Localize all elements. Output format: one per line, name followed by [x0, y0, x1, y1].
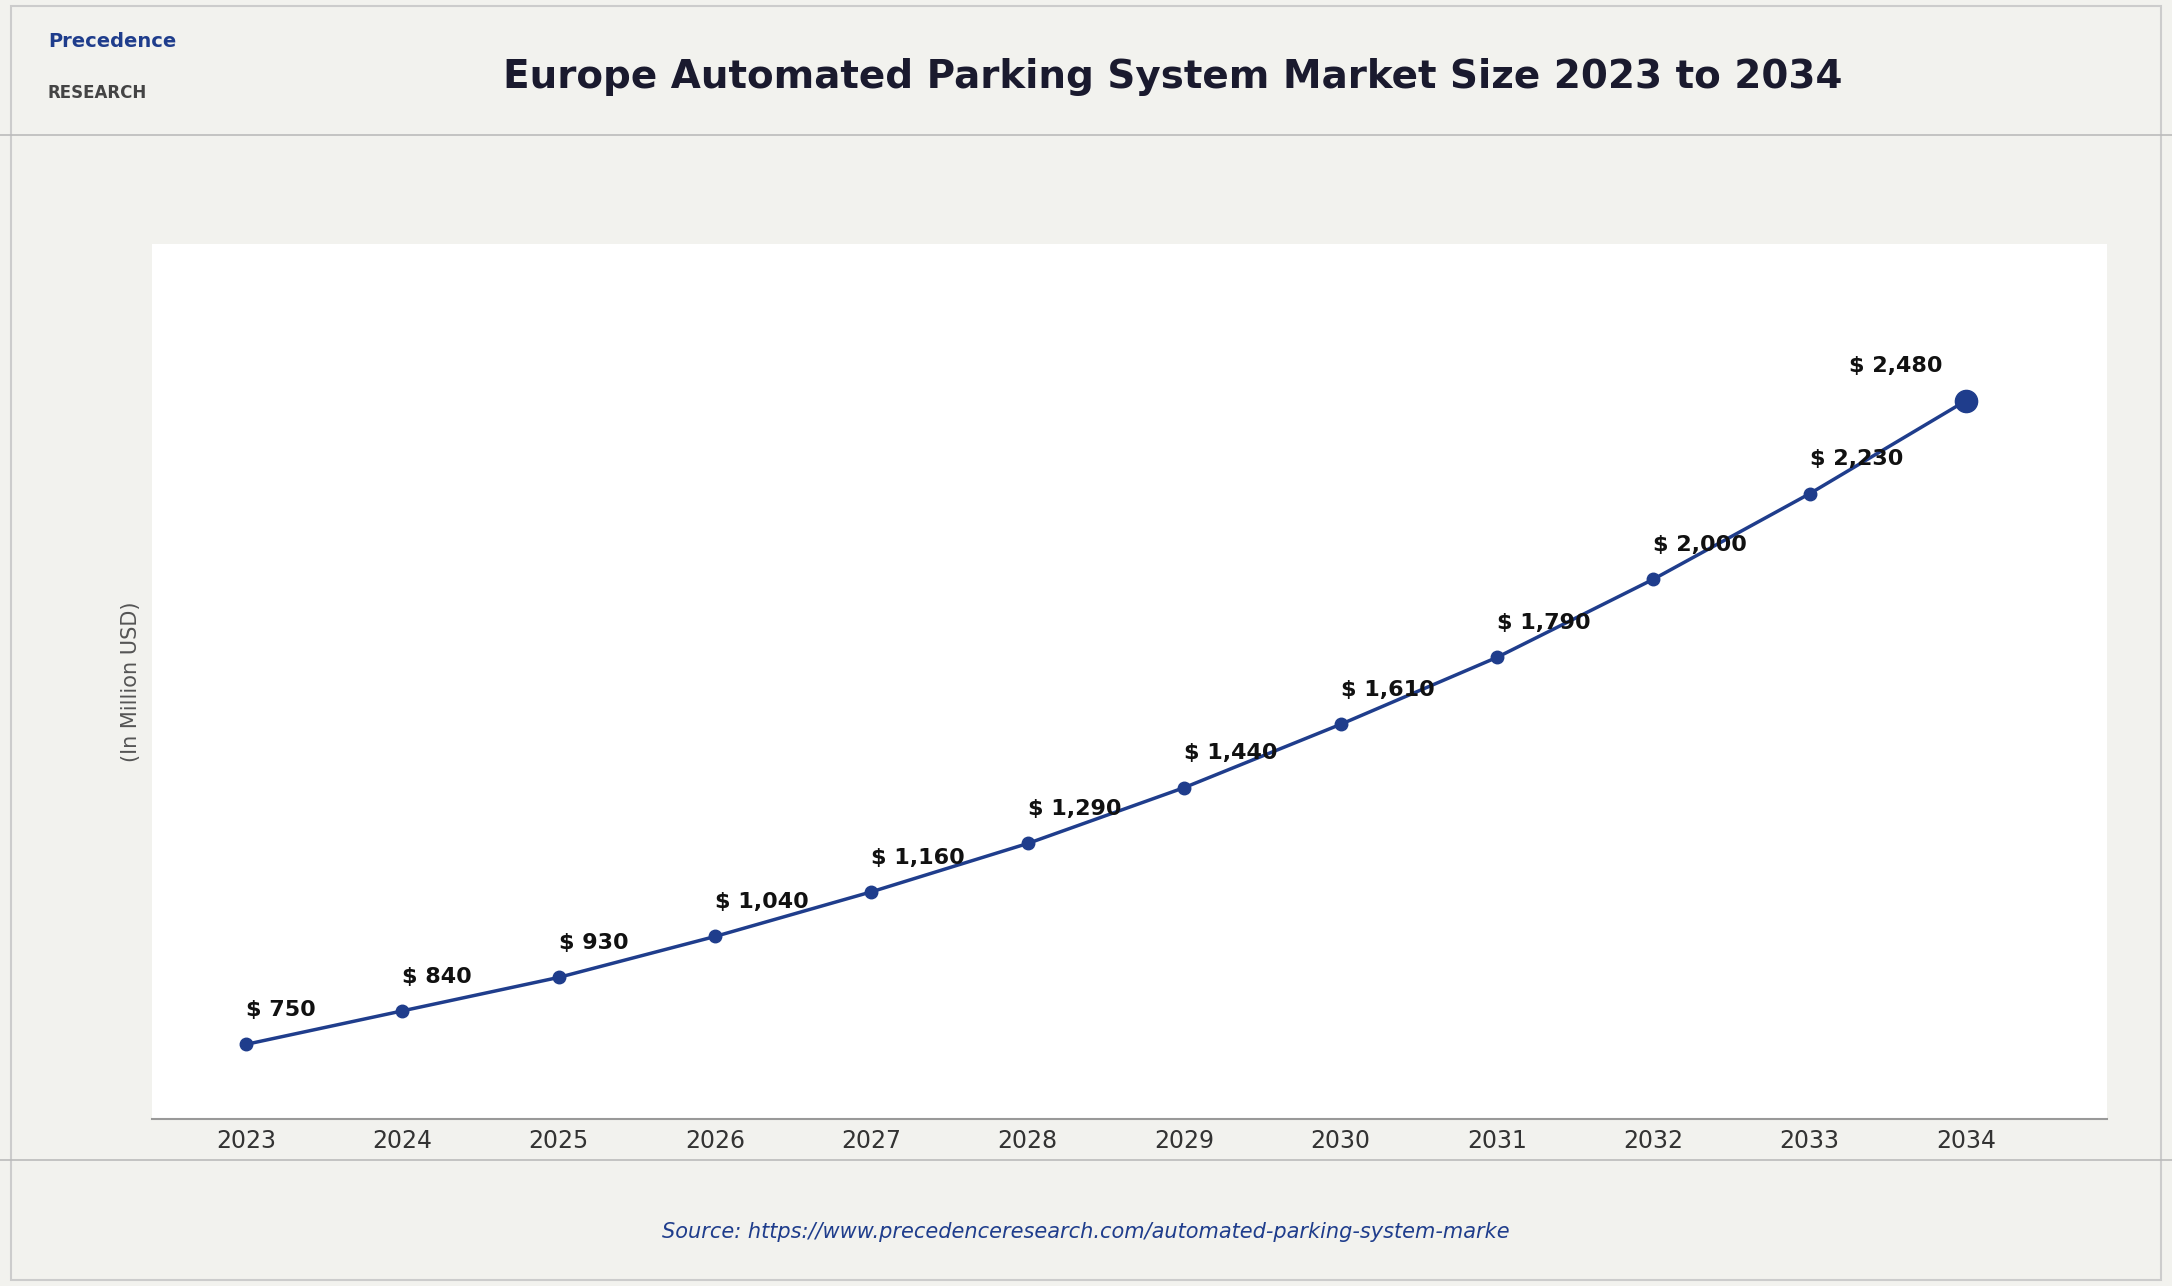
Text: $ 930: $ 930 [558, 934, 628, 953]
Text: RESEARCH: RESEARCH [48, 84, 148, 102]
Text: Source: https://www.precedenceresearch.com/automated-parking-system-marke: Source: https://www.precedenceresearch.c… [662, 1222, 1510, 1242]
Text: Precedence: Precedence [48, 32, 176, 51]
Text: Europe Automated Parking System Market Size 2023 to 2034: Europe Automated Parking System Market S… [504, 58, 1842, 96]
Text: $ 1,790: $ 1,790 [1497, 613, 1590, 633]
Text: $ 1,440: $ 1,440 [1184, 743, 1277, 764]
Text: $ 2,000: $ 2,000 [1653, 535, 1746, 556]
Text: $ 1,160: $ 1,160 [871, 847, 964, 868]
Text: $ 1,040: $ 1,040 [715, 892, 808, 912]
Text: $ 1,290: $ 1,290 [1027, 800, 1121, 819]
Text: $ 2,480: $ 2,480 [1848, 356, 1942, 377]
Text: $ 840: $ 840 [402, 967, 471, 986]
Y-axis label: (In Million USD): (In Million USD) [122, 602, 141, 761]
Text: $ 750: $ 750 [245, 1001, 315, 1020]
Text: $ 2,230: $ 2,230 [1809, 450, 1903, 469]
Text: $ 1,610: $ 1,610 [1340, 680, 1434, 700]
